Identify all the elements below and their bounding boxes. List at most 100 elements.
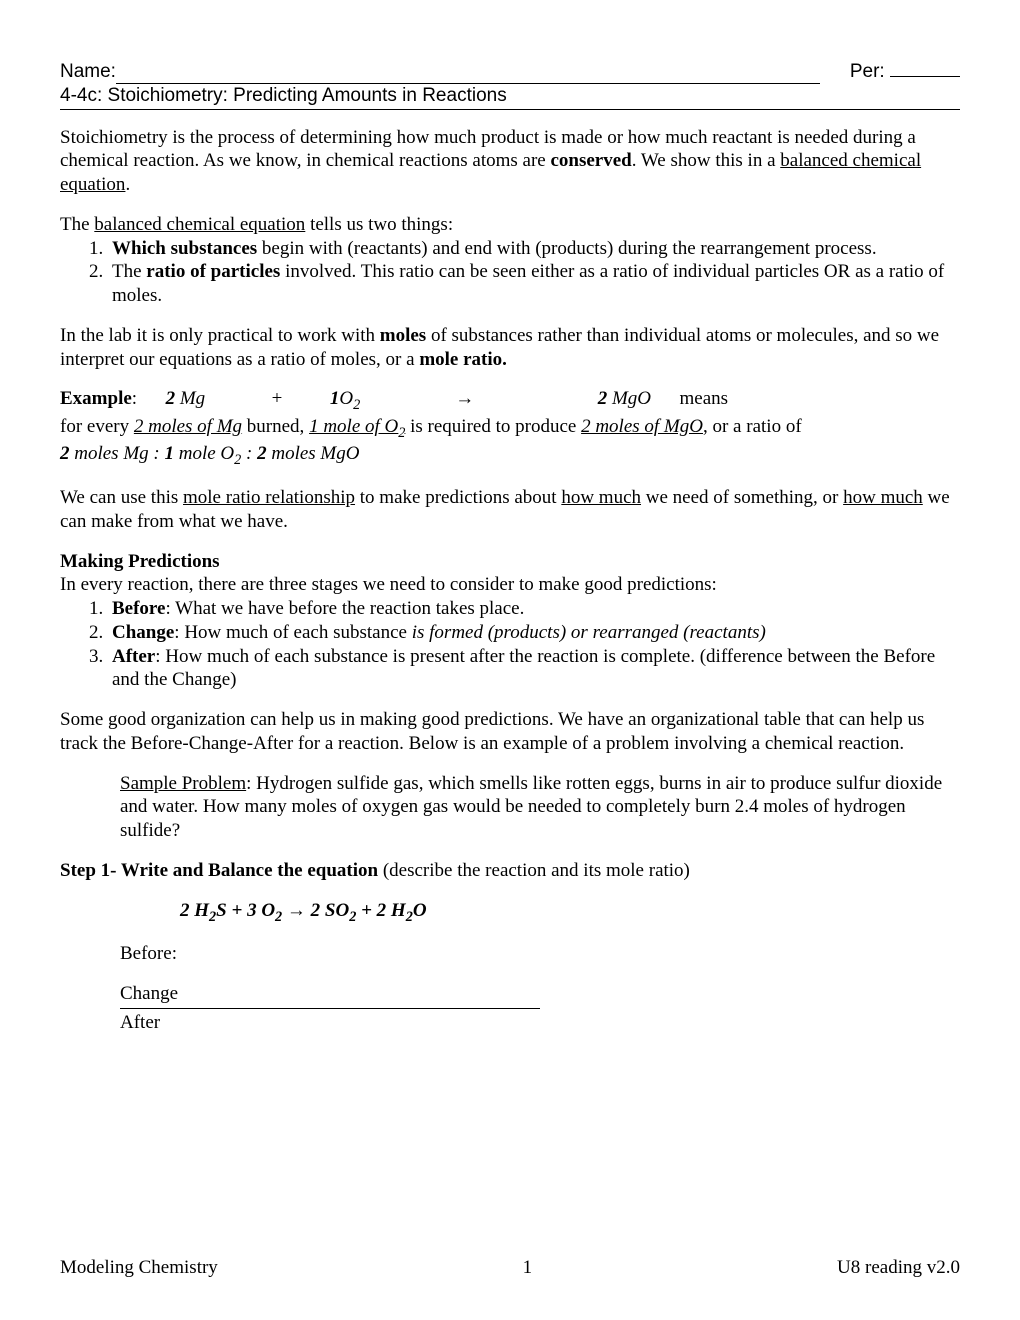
- s1a: Before: [112, 598, 165, 619]
- s3a: After: [112, 646, 155, 667]
- lab-moleratio: mole ratio.: [419, 349, 507, 370]
- ex-mg: Mg: [175, 388, 205, 409]
- s3b: : How much of each substance is present …: [112, 646, 935, 691]
- ex-l3a: 2: [60, 443, 70, 464]
- per-group: Per:: [850, 60, 960, 84]
- intro-paragraph: Stoichiometry is the process of determin…: [60, 126, 960, 197]
- ex-colon: :: [132, 388, 137, 409]
- eq-h: H: [190, 900, 210, 921]
- step1-paren: (describe the reaction and its mole rati…: [378, 860, 690, 881]
- tells-i2a: The: [112, 261, 146, 282]
- use-b: to make predictions about: [355, 487, 561, 508]
- ex-l2u2: 1 mole of O2: [309, 416, 405, 437]
- ex-plus: +: [272, 388, 283, 409]
- eq-o: O: [257, 900, 275, 921]
- s2c: is formed (products) or rearranged (reac…: [412, 622, 766, 643]
- lab-paragraph: In the lab it is only practical to work …: [60, 324, 960, 372]
- s1b: : What we have before the reaction takes…: [165, 598, 524, 619]
- ex-l3b: moles Mg :: [70, 443, 165, 464]
- tells-list: Which substances begin with (reactants) …: [60, 237, 960, 308]
- footer-page-number: 1: [523, 1256, 533, 1280]
- eq-s-plus: S +: [216, 900, 247, 921]
- ex-l3c: 1: [164, 443, 174, 464]
- ex-coef-mg: 2: [166, 388, 176, 409]
- footer-right: U8 reading v2.0: [837, 1256, 960, 1280]
- ex-l3e: :: [241, 443, 257, 464]
- eq-h2osub: 2: [406, 908, 413, 924]
- header-row: Name: Per:: [60, 60, 960, 84]
- eq-so: SO: [320, 900, 349, 921]
- tells-a: The: [60, 214, 94, 235]
- making-lead: In every reaction, there are three stage…: [60, 573, 960, 597]
- ex-l2d: , or a ratio of: [703, 416, 802, 437]
- making-list: Before: What we have before the reaction…: [60, 597, 960, 692]
- ex-l2u3: 2 moles of MgO: [581, 416, 703, 437]
- ex-l2b: burned,: [242, 416, 309, 437]
- ex-mgo: MgO: [607, 388, 651, 409]
- stage-before: Before: What we have before the reaction…: [108, 597, 960, 621]
- eq-h2: H: [386, 900, 406, 921]
- bca-before: Before:: [120, 942, 960, 966]
- ex-l3d: mole O: [174, 443, 234, 464]
- lab-moles: moles: [380, 325, 426, 346]
- name-label[interactable]: Name:: [60, 60, 116, 84]
- tells-item-1: Which substances begin with (reactants) …: [108, 237, 960, 261]
- tells-u: balanced chemical equation: [94, 214, 305, 235]
- step1-title: Step 1- Write and Balance the equation: [60, 860, 378, 881]
- lab-a: In the lab it is only practical to work …: [60, 325, 380, 346]
- eq-plus2: +: [356, 900, 376, 921]
- eq-arrow: →: [282, 900, 311, 921]
- bca-divider: [120, 1008, 540, 1009]
- tells-i2b: ratio of particles: [146, 261, 280, 282]
- intro-conserved: conserved: [550, 150, 631, 171]
- name-input-line[interactable]: [116, 60, 820, 84]
- use-u3: how much: [843, 487, 923, 508]
- making-title: Making Predictions: [60, 550, 960, 574]
- making-title-text: Making Predictions: [60, 551, 220, 572]
- balanced-equation: 2 H2S + 3 O2 → 2 SO2 + 2 H2O: [60, 899, 960, 927]
- stage-change: Change: How much of each substance is fo…: [108, 621, 960, 645]
- step1-line: Step 1- Write and Balance the equation (…: [60, 859, 960, 883]
- example-line2: for every 2 moles of Mg burned, 1 mole o…: [60, 415, 960, 443]
- per-input-line[interactable]: [890, 76, 960, 77]
- page-footer: Modeling Chemistry 1 U8 reading v2.0: [60, 1256, 960, 1280]
- sample-problem: Sample Problem: Hydrogen sulfide gas, wh…: [60, 772, 960, 843]
- worksheet-subtitle: 4-4c: Stoichiometry: Predicting Amounts …: [60, 84, 960, 110]
- s2b: : How much of each substance: [174, 622, 411, 643]
- stage-after: After: How much of each substance is pre…: [108, 645, 960, 693]
- intro-text-c: .: [125, 174, 130, 195]
- tells-i1b: begin with (reactants) and end with (pro…: [257, 238, 876, 259]
- ex-arrow: →: [455, 388, 474, 409]
- tells-i1a: Which substances: [112, 238, 257, 259]
- footer-left: Modeling Chemistry: [60, 1256, 218, 1280]
- eq-c3: 2: [311, 900, 321, 921]
- tells-item-2: The ratio of particles involved. This ra…: [108, 260, 960, 308]
- use-a: We can use this: [60, 487, 183, 508]
- ex-means: means: [680, 388, 729, 409]
- tells-lead: The balanced chemical equation tells us …: [60, 213, 960, 237]
- ex-l2u1: 2 moles of Mg: [134, 416, 242, 437]
- ex-o2: O: [339, 388, 353, 409]
- per-label: Per:: [850, 61, 885, 82]
- use-paragraph: We can use this mole ratio relationship …: [60, 486, 960, 534]
- tells-b: tells us two things:: [305, 214, 453, 235]
- use-u1: mole ratio relationship: [183, 487, 355, 508]
- example-line1: Example: 2 Mg + 1O2 → 2 MgO means: [60, 387, 960, 415]
- ex-l2a: for every: [60, 416, 134, 437]
- eq-o-end: O: [413, 900, 427, 921]
- s2a: Change: [112, 622, 174, 643]
- use-c: we need of something, or: [641, 487, 843, 508]
- bca-after: After: [120, 1011, 960, 1035]
- ex-coef-o2: 1: [330, 388, 340, 409]
- ex-l3f: 2: [257, 443, 267, 464]
- bca-block: Before: Change After: [60, 942, 960, 1034]
- intro-text-b: . We show this in a: [632, 150, 781, 171]
- use-u2: how much: [561, 487, 641, 508]
- ex-o2-sub: 2: [353, 397, 360, 413]
- eq-c1: 2: [180, 900, 190, 921]
- ex-l3g: moles MgO: [267, 443, 360, 464]
- ex-l2c: is required to produce: [405, 416, 581, 437]
- eq-c2: 3: [247, 900, 257, 921]
- bca-change: Change: [120, 982, 960, 1006]
- sample-label: Sample Problem: [120, 773, 246, 794]
